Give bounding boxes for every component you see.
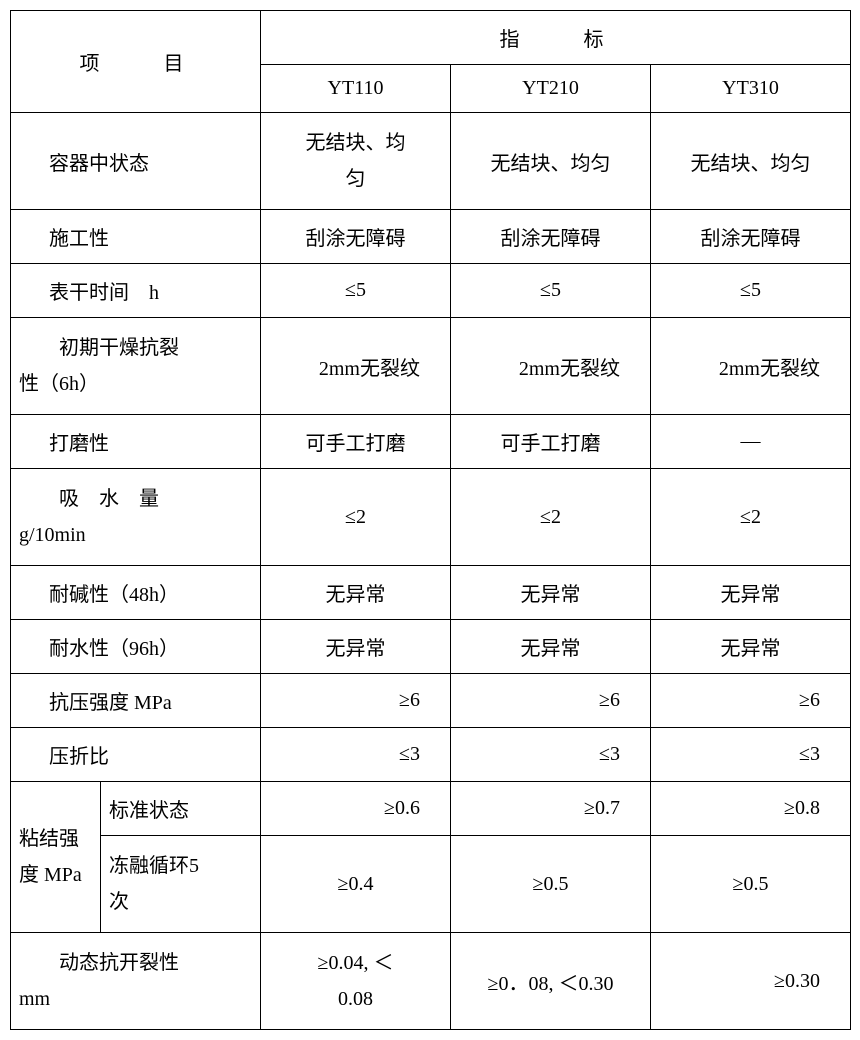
row-ratio: 压折比 ≤3 ≤3 ≤3	[11, 728, 851, 782]
project-header: 项 目	[11, 11, 261, 113]
row-water-resist: 耐水性（96h） 无异常 无异常 无异常	[11, 620, 851, 674]
cell-v3: ≤5	[651, 264, 851, 318]
cell-v1: 无异常	[261, 620, 451, 674]
cell-v3: ≤3	[651, 728, 851, 782]
cell-v3: 刮涂无障碍	[651, 210, 851, 264]
cell-v1: ≥0.4	[261, 836, 451, 933]
col3-header: YT310	[651, 65, 851, 113]
cell-v2: 刮涂无障碍	[451, 210, 651, 264]
row-surface-dry: 表干时间 h ≤5 ≤5 ≤5	[11, 264, 851, 318]
cell-v2: 可手工打磨	[451, 415, 651, 469]
cell-v2: ≤2	[451, 469, 651, 566]
cell-v2: ≤3	[451, 728, 651, 782]
row-water-abs: 吸 水 量g/10min ≤2 ≤2 ≤2	[11, 469, 851, 566]
row-crack-resist: 初期干燥抗裂性（6h） 2mm无裂纹 2mm无裂纹 2mm无裂纹	[11, 318, 851, 415]
bond-freeze-label: 冻融循环5次	[101, 836, 261, 933]
cell-v3: 无结块、均匀	[651, 113, 851, 210]
cell-v3: ≥0.5	[651, 836, 851, 933]
cell-v1: 无结块、均匀	[261, 113, 451, 210]
cell-v1: ≤3	[261, 728, 451, 782]
cell-v2: ≤5	[451, 264, 651, 318]
row-compress: 抗压强度 MPa ≥6 ≥6 ≥6	[11, 674, 851, 728]
cell-v2: 2mm无裂纹	[451, 318, 651, 415]
cell-label: 动态抗开裂性mm	[11, 933, 261, 1030]
row-bond-std: 粘结强度 MPa 标准状态 ≥0.6 ≥0.7 ≥0.8	[11, 782, 851, 836]
cell-v3: ≥0.30	[651, 933, 851, 1030]
col1-header: YT110	[261, 65, 451, 113]
cell-v1: 可手工打磨	[261, 415, 451, 469]
row-container-state: 容器中状态 无结块、均匀 无结块、均匀 无结块、均匀	[11, 113, 851, 210]
row-alkali: 耐碱性（48h） 无异常 无异常 无异常	[11, 566, 851, 620]
cell-v1: ≥6	[261, 674, 451, 728]
cell-v3: 2mm无裂纹	[651, 318, 851, 415]
cell-v3: 无异常	[651, 566, 851, 620]
cell-v2: 无结块、均匀	[451, 113, 651, 210]
cell-label: 容器中状态	[11, 113, 261, 210]
cell-v3: 无异常	[651, 620, 851, 674]
cell-v1: 2mm无裂纹	[261, 318, 451, 415]
col2-header: YT210	[451, 65, 651, 113]
cell-label: 耐碱性（48h）	[11, 566, 261, 620]
cell-v2: ≥0.7	[451, 782, 651, 836]
cell-label: 施工性	[11, 210, 261, 264]
cell-v1: ≥0.6	[261, 782, 451, 836]
row-workability: 施工性 刮涂无障碍 刮涂无障碍 刮涂无障碍	[11, 210, 851, 264]
bond-std-label: 标准状态	[101, 782, 261, 836]
cell-v2: ≥0．08, ＜0.30	[451, 933, 651, 1030]
cell-v1: 刮涂无障碍	[261, 210, 451, 264]
cell-label: 表干时间 h	[11, 264, 261, 318]
cell-label: 打磨性	[11, 415, 261, 469]
spec-table: 项 目 指 标 YT110 YT210 YT310 容器中状态 无结块、均匀 无…	[10, 10, 851, 1030]
header-row-1: 项 目 指 标	[11, 11, 851, 65]
cell-v2: 无异常	[451, 620, 651, 674]
row-dynamic: 动态抗开裂性mm ≥0.04, ＜0.08 ≥0．08, ＜0.30 ≥0.30	[11, 933, 851, 1030]
cell-label: 吸 水 量g/10min	[11, 469, 261, 566]
cell-v3: —	[651, 415, 851, 469]
bond-group-label: 粘结强度 MPa	[11, 782, 101, 933]
cell-v3: ≥6	[651, 674, 851, 728]
cell-label: 抗压强度 MPa	[11, 674, 261, 728]
cell-v3: ≤2	[651, 469, 851, 566]
cell-label: 耐水性（96h）	[11, 620, 261, 674]
cell-v1: ≤5	[261, 264, 451, 318]
cell-v2: ≥6	[451, 674, 651, 728]
cell-v1: ≤2	[261, 469, 451, 566]
row-bond-freeze: 冻融循环5次 ≥0.4 ≥0.5 ≥0.5	[11, 836, 851, 933]
row-sanding: 打磨性 可手工打磨 可手工打磨 —	[11, 415, 851, 469]
cell-v1: 无异常	[261, 566, 451, 620]
cell-v2: ≥0.5	[451, 836, 651, 933]
indicator-header: 指 标	[261, 11, 851, 65]
cell-label: 压折比	[11, 728, 261, 782]
cell-v1: ≥0.04, ＜0.08	[261, 933, 451, 1030]
cell-v2: 无异常	[451, 566, 651, 620]
cell-label: 初期干燥抗裂性（6h）	[11, 318, 261, 415]
cell-v3: ≥0.8	[651, 782, 851, 836]
